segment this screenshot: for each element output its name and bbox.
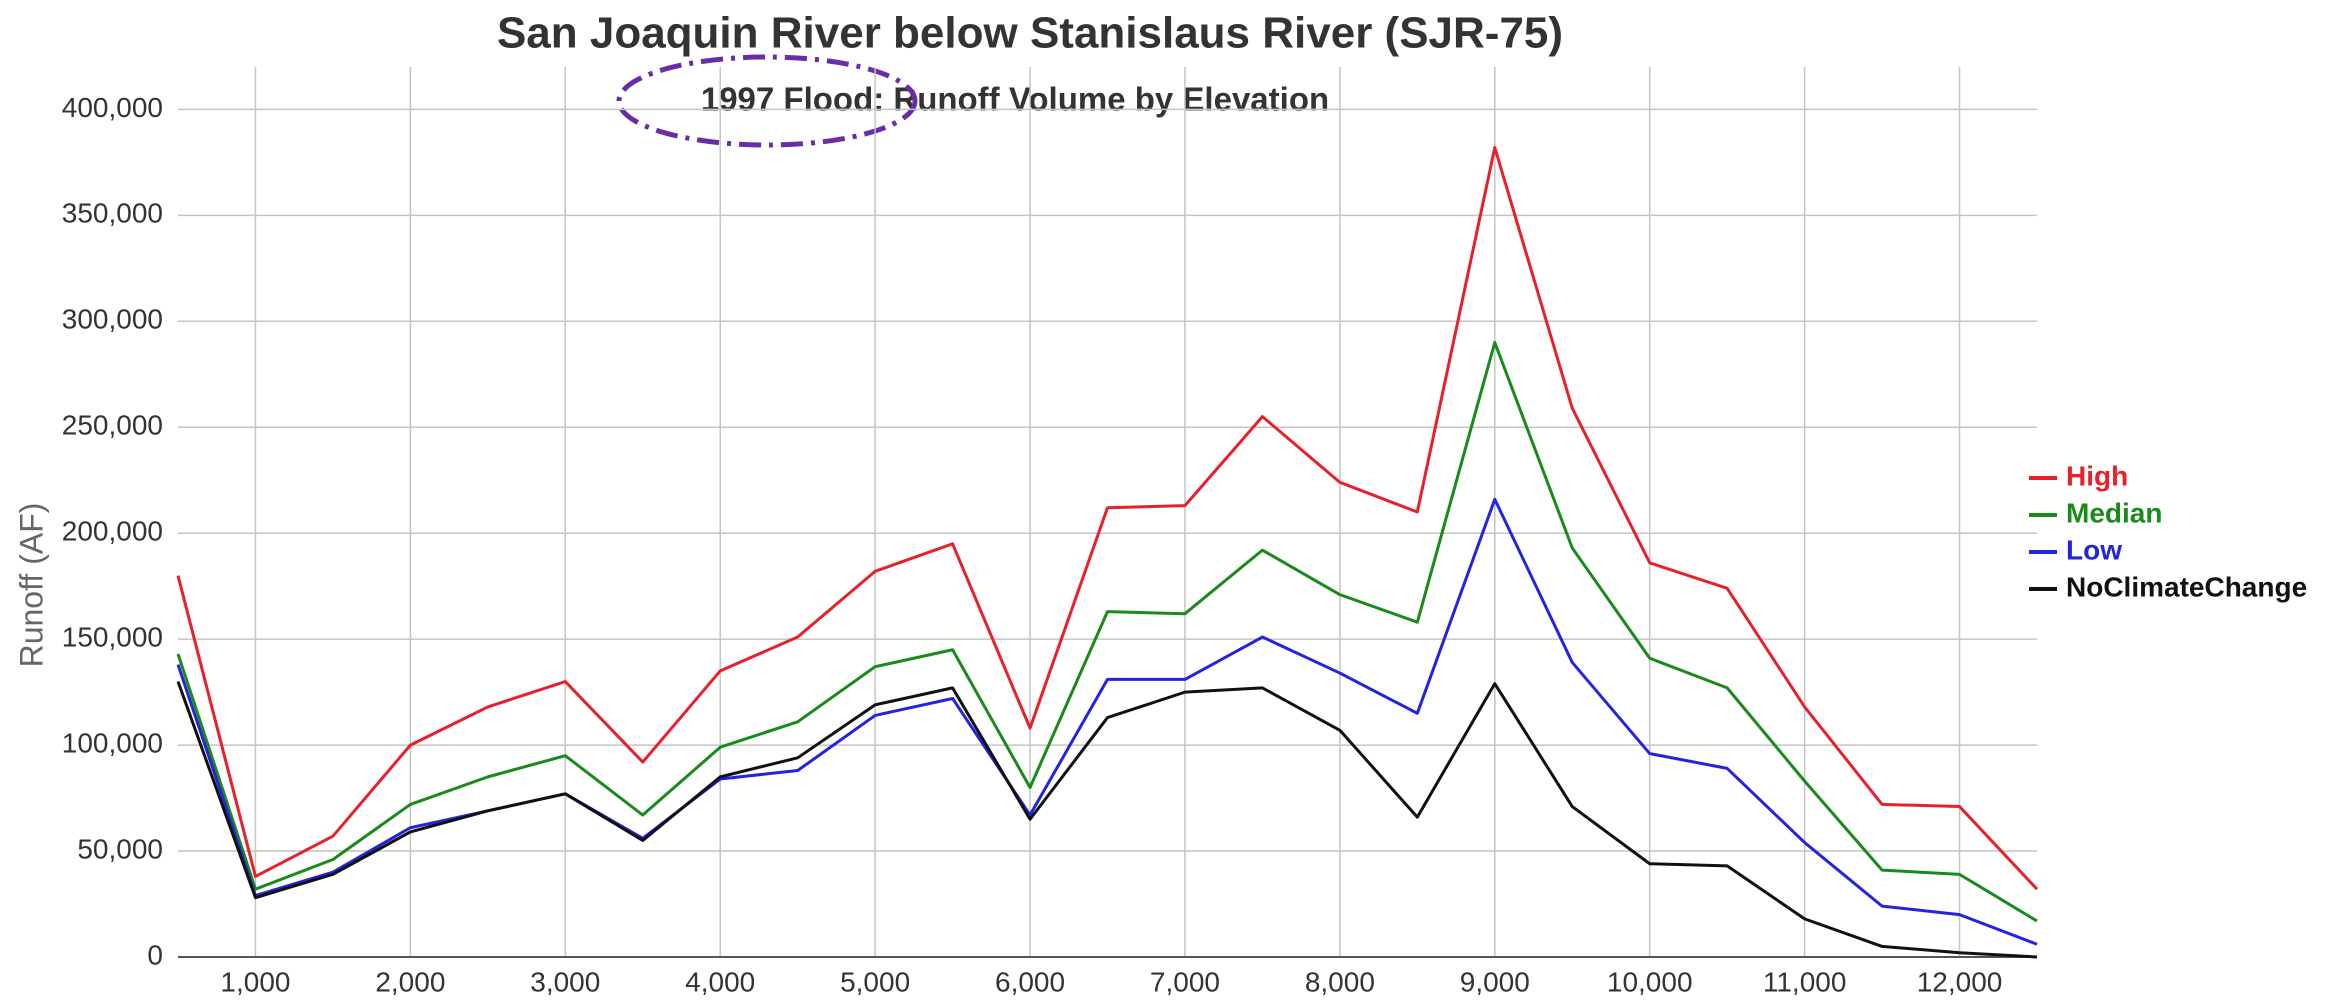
y-tick-label: 200,000 <box>62 516 163 547</box>
highlight-ellipse <box>616 54 918 148</box>
x-tick-label: 2,000 <box>375 966 445 997</box>
x-tick-label: 6,000 <box>995 966 1065 997</box>
x-tick-label: 7,000 <box>1150 966 1220 997</box>
chart-title: San Joaquin River below Stanislaus River… <box>497 9 1563 58</box>
x-tick-label: 4,000 <box>685 966 755 997</box>
series-line <box>176 340 2038 923</box>
x-tick-label: 1,000 <box>220 966 290 997</box>
y-tick-label: 300,000 <box>62 304 163 335</box>
chart-subtitle: 1997 Flood: Runoff Volume by Elevation <box>701 81 1329 118</box>
x-tick-label: 8,000 <box>1305 966 1375 997</box>
legend-label: Low <box>2066 534 2122 565</box>
x-tick-label: 10,000 <box>1607 966 1693 997</box>
series-line <box>176 681 2038 959</box>
legend-label: NoClimateChange <box>2066 571 2307 602</box>
y-tick-label: 250,000 <box>62 410 163 441</box>
series-line <box>176 146 2039 891</box>
legend-label: High <box>2066 460 2128 491</box>
y-axis-label: Runoff (AF) <box>13 503 49 668</box>
y-tick-label: 350,000 <box>62 198 163 229</box>
y-tick-label: 100,000 <box>62 727 163 758</box>
y-tick-label: 50,000 <box>77 833 163 864</box>
x-tick-label: 9,000 <box>1460 966 1530 997</box>
y-tick-label: 400,000 <box>62 92 163 123</box>
x-tick-label: 5,000 <box>840 966 910 997</box>
y-tick-label: 150,000 <box>62 622 163 653</box>
x-tick-label: 12,000 <box>1917 966 2003 997</box>
y-tick-label: 0 <box>147 939 163 970</box>
x-tick-label: 11,000 <box>1763 966 1847 997</box>
x-tick-label: 3,000 <box>530 966 600 997</box>
legend-label: Median <box>2066 497 2162 528</box>
